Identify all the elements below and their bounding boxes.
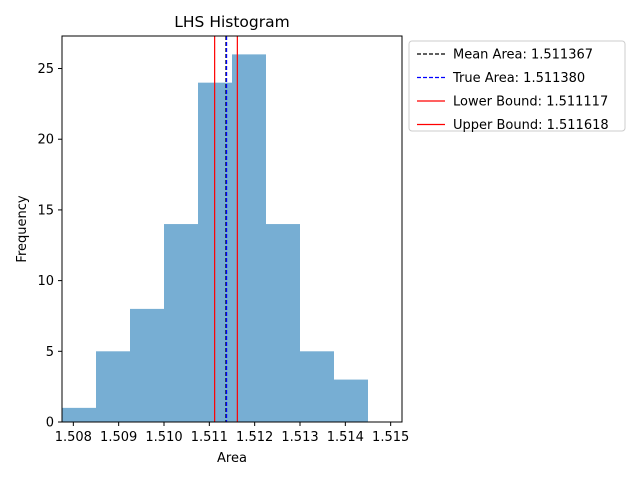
- y-axis-ticks: 0 5 10 15 20 25: [37, 62, 62, 431]
- x-tick-label: 1.510: [145, 430, 182, 445]
- plot-frame: [61, 35, 403, 423]
- x-axis-ticks: 1.508 1.509 1.510 1.511 1.512 1.513 1.514 1.515: [55, 422, 409, 445]
- legend: Mean Area: 1.511367 True Area: 1.511380 Lo…: [408, 40, 626, 133]
- x-tick-label: 1.512: [236, 430, 273, 445]
- y-tick-label: 20: [37, 133, 54, 148]
- histogram-bar: [164, 224, 198, 422]
- x-tick-label: 1.509: [100, 430, 137, 445]
- y-tick-label: 10: [37, 274, 54, 289]
- histogram-bar: [300, 351, 334, 422]
- x-tick-label: 1.511: [191, 430, 228, 445]
- chart-title: LHS Histogram: [174, 13, 289, 31]
- legend-entry-label: True Area: 1.511380: [452, 71, 585, 86]
- legend-entry-label: Mean Area: 1.511367: [453, 48, 593, 63]
- x-tick-label: 1.513: [281, 430, 318, 445]
- x-axis-label: Area: [217, 451, 247, 466]
- histogram-bar: [266, 224, 300, 422]
- y-axis-label: Frequency: [15, 195, 30, 262]
- y-tick-label: 25: [37, 62, 54, 77]
- reference-lines-layer: [214, 36, 238, 422]
- y-tick-label: 0: [46, 416, 54, 431]
- histogram-bar: [334, 379, 368, 422]
- legend-entry-label: Upper Bound: 1.511618: [453, 118, 609, 133]
- x-tick-label: 1.515: [372, 430, 409, 445]
- legend-box: [408, 40, 626, 132]
- histogram-bar: [96, 351, 130, 422]
- y-tick-label: 15: [37, 203, 54, 218]
- histogram-bar: [62, 407, 96, 422]
- legend-entry-label: Lower Bound: 1.511117: [453, 95, 608, 110]
- y-tick-label: 5: [46, 345, 54, 360]
- histogram-bar: [130, 308, 164, 422]
- x-tick-label: 1.508: [55, 430, 92, 445]
- x-tick-label: 1.514: [327, 430, 364, 445]
